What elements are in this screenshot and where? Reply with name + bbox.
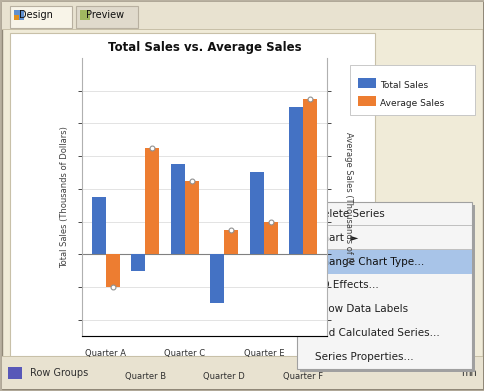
Text: Row Groups: Row Groups xyxy=(30,368,88,378)
Bar xyxy=(10,6,72,28)
Text: Quarter C: Quarter C xyxy=(164,349,205,358)
Bar xyxy=(184,181,198,254)
Bar xyxy=(2,355,482,357)
Text: Average Sales: Average Sales xyxy=(379,99,443,108)
Bar xyxy=(296,249,471,250)
Text: Change Chart Type...: Change Chart Type... xyxy=(314,256,424,267)
Bar xyxy=(2,357,482,389)
Text: Quarter B: Quarter B xyxy=(124,372,166,381)
Text: Design: Design xyxy=(19,10,53,20)
Y-axis label: Average Sales (Thousands of D: Average Sales (Thousands of D xyxy=(344,131,353,262)
Text: Delete Series: Delete Series xyxy=(314,209,384,219)
Text: Series Properties...: Series Properties... xyxy=(314,352,413,362)
Bar xyxy=(263,222,277,254)
Bar xyxy=(10,33,374,356)
Bar xyxy=(296,250,471,274)
Bar xyxy=(224,230,238,254)
Bar xyxy=(249,172,263,254)
Bar xyxy=(170,164,184,254)
Bar xyxy=(296,225,471,226)
Text: Quarter F: Quarter F xyxy=(283,372,323,381)
Text: Quarter D: Quarter D xyxy=(203,372,244,381)
Text: Show Data Labels: Show Data Labels xyxy=(314,304,407,314)
Text: Quarter E: Quarter E xyxy=(243,349,284,358)
Bar xyxy=(2,29,482,30)
Text: 3D Effects...: 3D Effects... xyxy=(314,280,378,291)
Bar xyxy=(289,107,302,254)
Bar xyxy=(91,197,106,254)
Bar xyxy=(8,367,22,379)
Text: Quarter A: Quarter A xyxy=(85,349,126,358)
Text: Preview: Preview xyxy=(86,10,124,20)
Bar xyxy=(357,96,375,106)
Bar xyxy=(302,99,317,254)
Bar xyxy=(296,202,471,369)
Bar xyxy=(106,254,119,287)
Bar xyxy=(300,205,474,372)
Bar xyxy=(76,6,138,28)
Bar xyxy=(14,10,24,20)
Y-axis label: Total Sales (Thousands of Dollars): Total Sales (Thousands of Dollars) xyxy=(60,126,69,268)
Bar xyxy=(210,254,224,303)
Text: X: X xyxy=(281,209,287,219)
Bar xyxy=(357,77,375,88)
Bar xyxy=(14,15,19,20)
Text: Chart  ►: Chart ► xyxy=(314,233,358,243)
Bar xyxy=(145,148,159,254)
Bar xyxy=(349,65,474,115)
Text: mn: mn xyxy=(460,368,476,378)
Title: Total Sales vs. Average Sales: Total Sales vs. Average Sales xyxy=(107,41,301,54)
Bar xyxy=(80,10,90,20)
Bar xyxy=(131,254,145,271)
Bar xyxy=(2,2,482,29)
Text: Add Calculated Series...: Add Calculated Series... xyxy=(314,328,439,338)
Text: Total Sales: Total Sales xyxy=(379,81,427,90)
